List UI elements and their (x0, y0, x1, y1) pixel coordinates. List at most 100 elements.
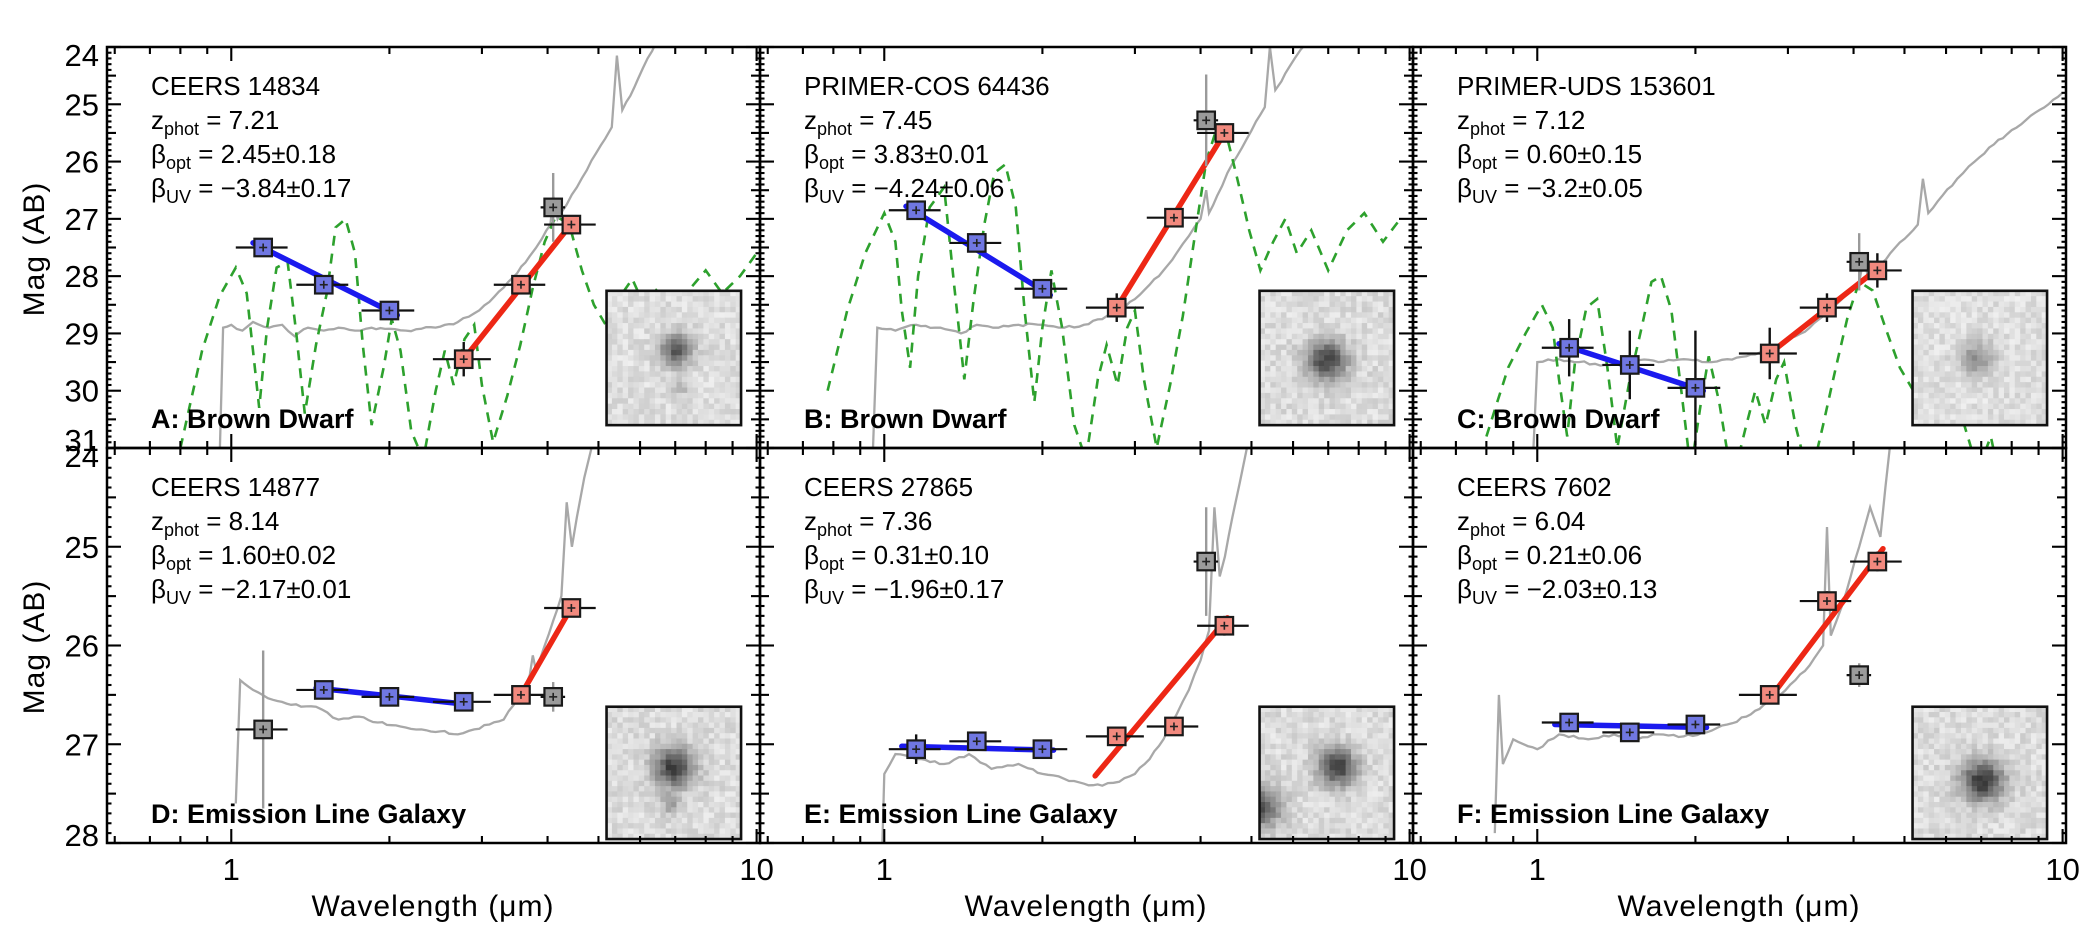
cutout-pixel (1351, 398, 1357, 405)
cutout-pixel (1259, 833, 1266, 840)
cutout-pixel (1917, 387, 1924, 394)
cutout-pixel (681, 727, 688, 734)
cutout-pixel (1270, 403, 1277, 410)
cutout-pixel (1275, 712, 1282, 718)
cutout-pixel (654, 317, 661, 324)
cutout-pixel (2030, 722, 2037, 729)
cutout-pixel (1955, 371, 1962, 378)
cutout-pixel (633, 419, 640, 426)
cutout-pixel (660, 743, 667, 750)
cutout-pixel (1259, 733, 1266, 740)
cutout-pixel (708, 759, 715, 766)
cutout-pixel (724, 807, 731, 814)
galaxy-model-spectrum (1493, 448, 1891, 834)
cutout-pixel (1345, 817, 1352, 824)
cutout-pixel (1982, 722, 1989, 729)
cutout-pixel (2014, 344, 2021, 351)
cutout-pixel (2025, 712, 2032, 718)
cutout-pixel (1297, 786, 1304, 793)
cutout-pixel (1307, 419, 1314, 426)
cutout-pixel (724, 301, 731, 308)
cutout-pixel (1302, 712, 1309, 718)
cutout-pixel (724, 727, 731, 734)
cutout-pixel (1361, 786, 1368, 793)
cutout-pixel (692, 312, 699, 319)
cutout-pixel (1259, 717, 1266, 724)
cutout-pixel (681, 801, 688, 808)
cutout-pixel (1950, 296, 1957, 303)
cutout-pixel (2009, 807, 2016, 814)
cutout-pixel (1259, 360, 1266, 367)
cutout-pixel (1971, 398, 1978, 405)
cutout-pixel (1917, 296, 1924, 303)
cutout-pixel (724, 344, 731, 351)
cutout-pixel (1982, 296, 1989, 303)
cutout-pixel (1388, 764, 1395, 771)
cutout-pixel (1993, 306, 2000, 313)
cutout-pixel (1912, 349, 1919, 356)
cutout-pixel (1356, 387, 1363, 394)
cutout-pixel (730, 807, 737, 814)
cutout-pixel (1912, 833, 1919, 840)
cutout-pixel (1302, 419, 1309, 426)
cutout-pixel (1297, 717, 1304, 724)
cutout-pixel (644, 403, 651, 410)
cutout-pixel (2004, 392, 2010, 399)
cutout-pixel (1351, 738, 1357, 745)
cutout-pixel (1377, 770, 1384, 777)
cutout-pixel (654, 366, 661, 373)
cutout-pixel (1372, 355, 1379, 362)
cutout-pixel (2004, 387, 2010, 394)
cutout-pixel (1955, 339, 1962, 346)
cutout-pixel (617, 398, 624, 405)
cutout-pixel (1270, 306, 1277, 313)
cutout-pixel (703, 706, 710, 713)
cutout-pixel (1264, 371, 1271, 378)
cutout-pixel (692, 743, 699, 750)
cutout-pixel (2020, 296, 2027, 303)
cutout-pixel (1302, 328, 1309, 335)
cutout-pixel (660, 398, 667, 405)
cutout-pixel (2036, 317, 2043, 324)
cutout-pixel (714, 419, 721, 426)
cutout-pixel (633, 387, 640, 394)
cutout-pixel (714, 392, 721, 399)
cutout-pixel (1264, 828, 1271, 835)
cutout-pixel (1281, 360, 1288, 367)
cutout-pixel (611, 290, 618, 297)
cutout-pixel (1340, 796, 1347, 803)
cutout-pixel (1264, 414, 1271, 421)
cutout-pixel (2025, 323, 2032, 330)
cutout-pixel (1329, 770, 1336, 777)
cutout-pixel (714, 382, 721, 389)
cutout-pixel (1361, 770, 1368, 777)
cutout-pixel (2041, 296, 2048, 303)
cutout-pixel (1383, 312, 1390, 319)
cutout-pixel (1934, 754, 1941, 761)
cutout-pixel (1372, 414, 1379, 421)
cutout-pixel (1383, 801, 1390, 808)
cutout-pixel (1270, 759, 1277, 766)
cutout-pixel (1939, 770, 1946, 777)
cutout-pixel (1939, 738, 1946, 745)
cutout-pixel (649, 376, 656, 383)
cutout-pixel (1297, 371, 1304, 378)
cutout-pixel (1297, 419, 1304, 426)
cutout-pixel (665, 780, 672, 787)
cutout-pixel (2041, 317, 2048, 324)
cutout-pixel (1259, 339, 1266, 346)
cutout-pixel (1987, 791, 1994, 798)
cutout-pixel (649, 409, 656, 415)
cutout-pixel (1356, 749, 1363, 755)
cutout-pixel (1982, 717, 1989, 724)
cutout-pixel (1340, 791, 1347, 798)
galaxy-model-spectrum (871, 47, 1305, 448)
cutout-pixel (687, 339, 694, 346)
cutout-pixel (1291, 403, 1298, 410)
cutout-pixel (654, 360, 661, 367)
cutout-pixel (687, 382, 694, 389)
cutout-pixel (1950, 786, 1957, 793)
cutout-pixel (1912, 733, 1919, 740)
cutout-pixel (649, 733, 656, 740)
cutout-pixel (1388, 355, 1395, 362)
